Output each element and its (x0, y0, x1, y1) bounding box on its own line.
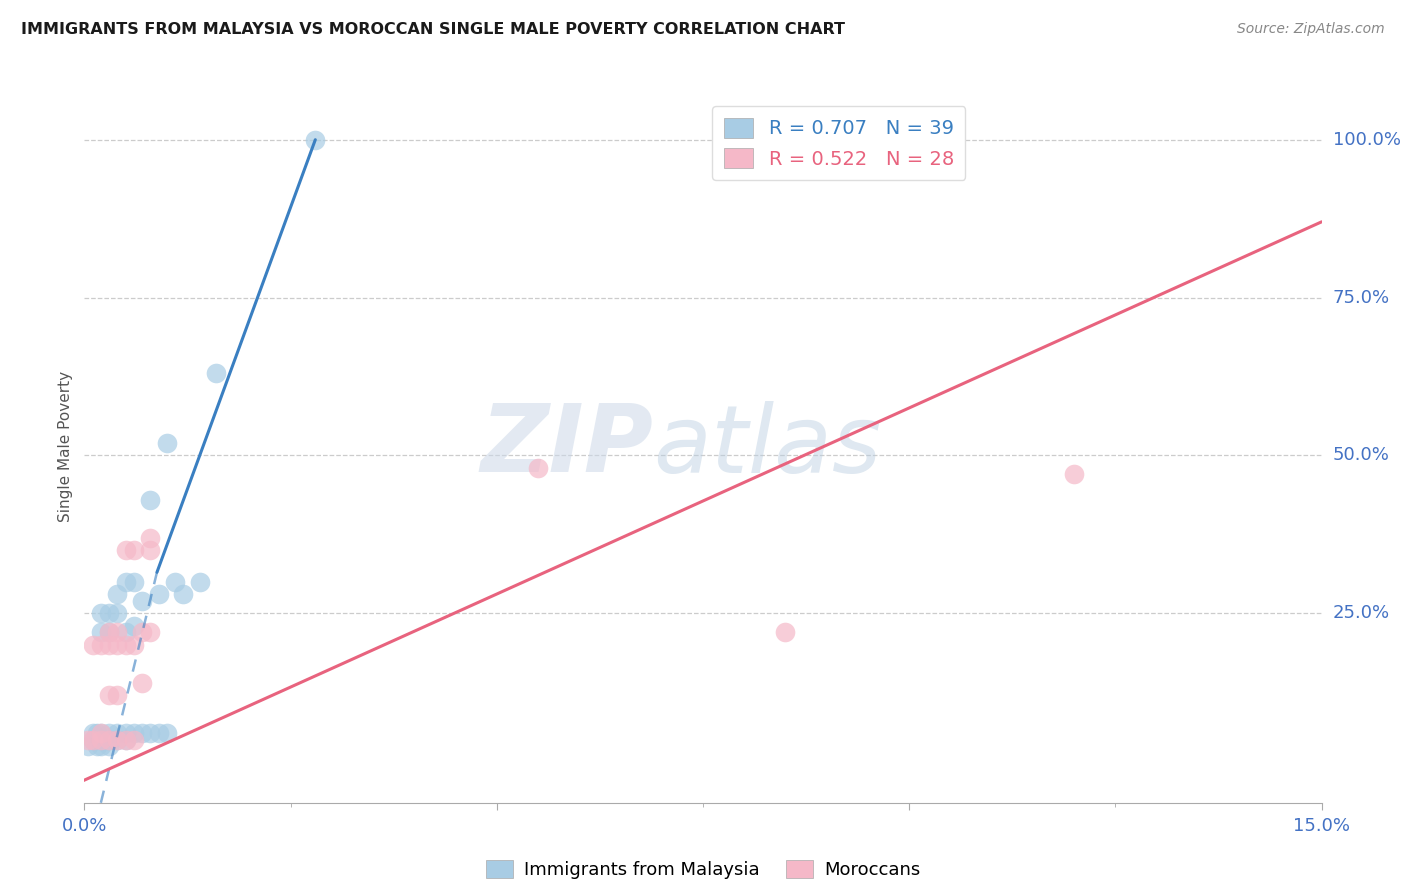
Point (98, 607, 121, 621)
Point (90, 726, 112, 740)
Point (122, 574, 145, 589)
Point (105, 732, 128, 747)
Point (156, 726, 179, 740)
Point (122, 543, 145, 558)
Point (82, 732, 104, 747)
Point (90, 726, 112, 740)
Point (105, 638, 128, 652)
Point (304, 133, 326, 147)
Point (77, 739, 100, 753)
Point (114, 543, 136, 558)
Point (98, 732, 121, 747)
Text: Source: ZipAtlas.com: Source: ZipAtlas.com (1237, 22, 1385, 37)
Point (172, 587, 194, 601)
Point (98, 638, 121, 652)
Text: 75.0%: 75.0% (1333, 289, 1391, 307)
Point (90, 607, 112, 621)
Point (90, 625, 112, 640)
Point (114, 574, 136, 589)
Point (148, 587, 170, 601)
Point (139, 726, 162, 740)
Point (98, 732, 121, 747)
Point (122, 732, 145, 747)
Point (114, 732, 136, 747)
Point (105, 726, 128, 740)
Point (139, 543, 162, 558)
Point (156, 435, 179, 450)
Point (98, 726, 121, 740)
Point (105, 607, 128, 621)
Point (114, 726, 136, 740)
Point (205, 367, 228, 381)
Point (105, 625, 128, 640)
Point (131, 726, 153, 740)
Point (105, 689, 128, 703)
Point (114, 732, 136, 747)
Text: 25.0%: 25.0% (1333, 605, 1391, 623)
Point (98, 625, 121, 640)
Point (139, 492, 162, 507)
Point (82, 726, 104, 740)
Point (90, 732, 112, 747)
Point (114, 638, 136, 652)
Point (98, 739, 121, 753)
Point (139, 531, 162, 545)
Point (131, 625, 153, 640)
Point (122, 726, 145, 740)
Point (114, 625, 136, 640)
Point (148, 726, 170, 740)
Point (90, 739, 112, 753)
Point (775, 625, 797, 640)
Point (90, 638, 112, 652)
Point (86, 739, 108, 753)
Point (86, 726, 108, 740)
Text: 50.0%: 50.0% (1333, 447, 1389, 465)
Point (139, 625, 162, 640)
Text: ZIP: ZIP (481, 400, 654, 492)
Point (122, 638, 145, 652)
Point (188, 574, 211, 589)
Text: 100.0%: 100.0% (1333, 131, 1400, 149)
Point (82, 638, 104, 652)
Point (105, 732, 128, 747)
Text: IMMIGRANTS FROM MALAYSIA VS MOROCCAN SINGLE MALE POVERTY CORRELATION CHART: IMMIGRANTS FROM MALAYSIA VS MOROCCAN SIN… (21, 22, 845, 37)
Point (1063, 467, 1085, 482)
Point (98, 625, 121, 640)
Text: atlas: atlas (654, 401, 882, 491)
Point (105, 587, 128, 601)
Point (77, 732, 100, 747)
Point (90, 732, 112, 747)
Point (98, 689, 121, 703)
Legend: Immigrants from Malaysia, Moroccans: Immigrants from Malaysia, Moroccans (478, 853, 928, 887)
Y-axis label: Single Male Poverty: Single Male Poverty (58, 370, 73, 522)
Point (131, 593, 153, 607)
Point (122, 619, 145, 633)
Point (527, 461, 550, 475)
Point (131, 675, 153, 690)
Point (165, 574, 187, 589)
Point (82, 732, 104, 747)
